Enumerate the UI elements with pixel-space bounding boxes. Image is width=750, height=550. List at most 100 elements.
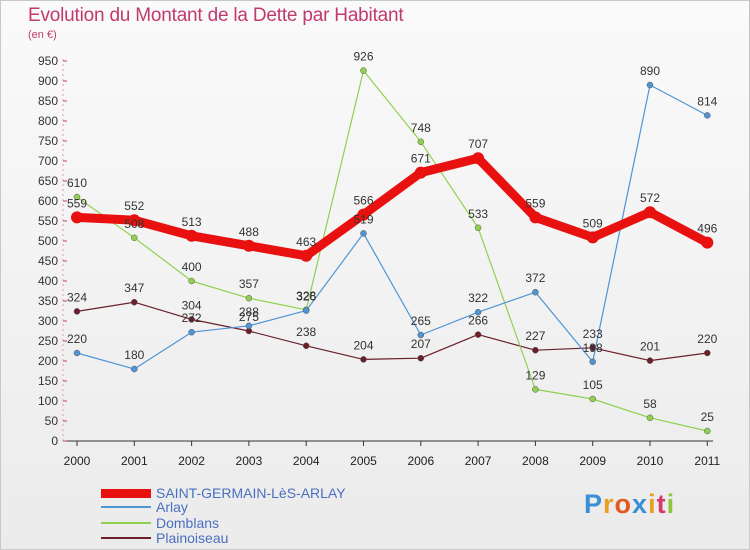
logo-letter: i xyxy=(666,489,676,519)
data-label-Arlay-2001: 180 xyxy=(124,348,144,362)
data-label-Domblans-2010: 58 xyxy=(643,397,657,411)
data-label-SAINT-GERMAIN-LèS-ARLAY-2007: 707 xyxy=(468,137,488,151)
data-point-Plainoiseau-2010 xyxy=(646,357,654,364)
data-point-Plainoiseau-2002 xyxy=(188,316,195,323)
data-point-Plainoiseau-2001 xyxy=(131,298,138,306)
y-tick-label-500: 500 xyxy=(38,234,58,248)
data-label-Plainoiseau-2005: 204 xyxy=(353,338,373,352)
data-label-Plainoiseau-2007: 266 xyxy=(468,314,488,328)
data-label-Plainoiseau-2006: 207 xyxy=(411,337,431,351)
data-label-Plainoiseau-2010: 201 xyxy=(640,340,660,354)
data-label-Domblans-2004: 328 xyxy=(296,289,316,303)
data-label-SAINT-GERMAIN-LèS-ARLAY-2011: 496 xyxy=(697,222,717,236)
data-point-Domblans-2005 xyxy=(360,67,367,74)
data-point-Arlay-2008 xyxy=(532,288,539,296)
data-point-Arlay-2006 xyxy=(417,331,425,339)
data-label-Arlay-2011: 814 xyxy=(697,94,717,108)
data-point-Arlay-2000 xyxy=(73,349,81,357)
y-tick-label-100: 100 xyxy=(38,394,58,408)
data-label-SAINT-GERMAIN-LèS-ARLAY-2006: 671 xyxy=(411,152,431,166)
data-label-Plainoiseau-2008: 227 xyxy=(525,329,545,343)
data-label-SAINT-GERMAIN-LèS-ARLAY-2008: 559 xyxy=(525,196,545,210)
y-tick-label-700: 700 xyxy=(38,154,58,168)
data-label-Domblans-2006: 748 xyxy=(411,121,431,135)
data-label-Plainoiseau-2011: 220 xyxy=(697,332,717,346)
data-point-SAINT-GERMAIN-LèS-ARLAY-2006 xyxy=(414,166,427,179)
x-tick-label-2003: 2003 xyxy=(236,454,263,468)
data-label-Arlay-2000: 220 xyxy=(67,332,87,346)
data-point-SAINT-GERMAIN-LèS-ARLAY-2007 xyxy=(472,152,485,165)
y-tick-label-250: 250 xyxy=(38,334,58,348)
x-tick-label-2009: 2009 xyxy=(579,454,606,468)
y-tick-label-550: 550 xyxy=(38,214,58,228)
y-tick-label-50: 50 xyxy=(45,414,59,428)
legend-label-SAINT-GERMAIN-LèS-ARLAY: SAINT-GERMAIN-LèS-ARLAY xyxy=(156,485,346,501)
x-tick-label-2002: 2002 xyxy=(178,454,205,468)
y-tick-label-350: 350 xyxy=(38,294,58,308)
data-point-Domblans-2007 xyxy=(474,224,482,232)
x-tick-label-2010: 2010 xyxy=(637,454,664,468)
series-line-Domblans xyxy=(76,69,708,432)
legend-swatch-Domblans xyxy=(101,522,151,524)
legend-swatch-Plainoiseau xyxy=(101,537,151,539)
data-label-Arlay-2009: 198 xyxy=(583,341,603,355)
chart-title: Evolution du Montant de la Dette par Hab… xyxy=(28,5,404,26)
y-tick-label-300: 300 xyxy=(38,314,58,328)
data-label-Plainoiseau-2004: 238 xyxy=(296,325,316,339)
logo-letter: o xyxy=(614,489,633,519)
data-label-Arlay-2003: 288 xyxy=(239,305,259,319)
data-point-Arlay-2004 xyxy=(302,307,310,314)
data-label-Domblans-2002: 400 xyxy=(182,260,202,274)
data-label-Plainoiseau-2002: 304 xyxy=(182,298,202,312)
data-label-SAINT-GERMAIN-LèS-ARLAY-2005: 566 xyxy=(353,194,373,208)
data-label-Domblans-2009: 105 xyxy=(583,378,603,392)
y-tick-label-600: 600 xyxy=(38,194,58,208)
data-point-Domblans-2009 xyxy=(589,395,596,403)
data-point-Domblans-2011 xyxy=(704,427,711,435)
data-point-Plainoiseau-2005 xyxy=(360,356,367,363)
data-point-Arlay-2001 xyxy=(131,365,138,373)
legend-swatch-Arlay xyxy=(101,506,151,508)
data-label-SAINT-GERMAIN-LèS-ARLAY-2001: 552 xyxy=(124,199,144,213)
data-point-Arlay-2003 xyxy=(245,322,253,330)
data-label-Arlay-2007: 322 xyxy=(468,291,488,305)
y-tick-label-0: 0 xyxy=(51,434,58,448)
logo-letter: t xyxy=(656,489,667,519)
data-point-SAINT-GERMAIN-LèS-ARLAY-2004 xyxy=(300,249,313,262)
data-label-Arlay-2002: 272 xyxy=(182,311,202,325)
data-point-SAINT-GERMAIN-LèS-ARLAY-2002 xyxy=(185,229,198,242)
data-label-SAINT-GERMAIN-LèS-ARLAY-2003: 488 xyxy=(239,225,259,239)
data-label-SAINT-GERMAIN-LèS-ARLAY-2009: 509 xyxy=(583,216,603,230)
legend-swatch-SAINT-GERMAIN-LèS-ARLAY xyxy=(101,489,151,498)
logo-letter: i xyxy=(648,489,657,519)
data-label-Domblans-2005: 926 xyxy=(353,50,373,64)
data-label-SAINT-GERMAIN-LèS-ARLAY-2010: 572 xyxy=(640,191,660,205)
y-tick-label-200: 200 xyxy=(38,354,58,368)
data-point-SAINT-GERMAIN-LèS-ARLAY-2009 xyxy=(586,231,599,244)
series-line-Plainoiseau xyxy=(76,301,708,362)
data-label-Arlay-2008: 372 xyxy=(525,271,545,285)
data-label-SAINT-GERMAIN-LèS-ARLAY-2002: 513 xyxy=(182,215,202,229)
data-point-Plainoiseau-2004 xyxy=(302,342,310,350)
logo-letter: P xyxy=(584,489,604,519)
data-point-Arlay-2005 xyxy=(360,230,367,237)
data-point-Arlay-2009 xyxy=(589,358,596,366)
y-tick-label-150: 150 xyxy=(38,374,58,388)
data-point-Domblans-2002 xyxy=(188,277,195,285)
data-point-SAINT-GERMAIN-LèS-ARLAY-2010 xyxy=(644,206,656,219)
data-point-SAINT-GERMAIN-LèS-ARLAY-2003 xyxy=(242,239,255,252)
data-label-Arlay-2006: 265 xyxy=(411,314,431,328)
data-label-Domblans-2008: 129 xyxy=(525,368,545,382)
y-tick-label-650: 650 xyxy=(38,174,58,188)
proxiti-logo: Proxiti xyxy=(584,489,675,520)
logo-letter: x xyxy=(632,489,649,519)
data-label-Arlay-2010: 890 xyxy=(640,64,660,78)
data-label-Plainoiseau-2003: 275 xyxy=(239,310,259,324)
x-tick-label-2000: 2000 xyxy=(64,454,91,468)
data-point-Domblans-2010 xyxy=(646,414,654,422)
x-tick-label-2005: 2005 xyxy=(350,454,377,468)
data-label-Plainoiseau-2000: 324 xyxy=(67,290,87,304)
data-point-Arlay-2010 xyxy=(646,81,654,89)
data-label-Domblans-2000: 610 xyxy=(67,176,87,190)
